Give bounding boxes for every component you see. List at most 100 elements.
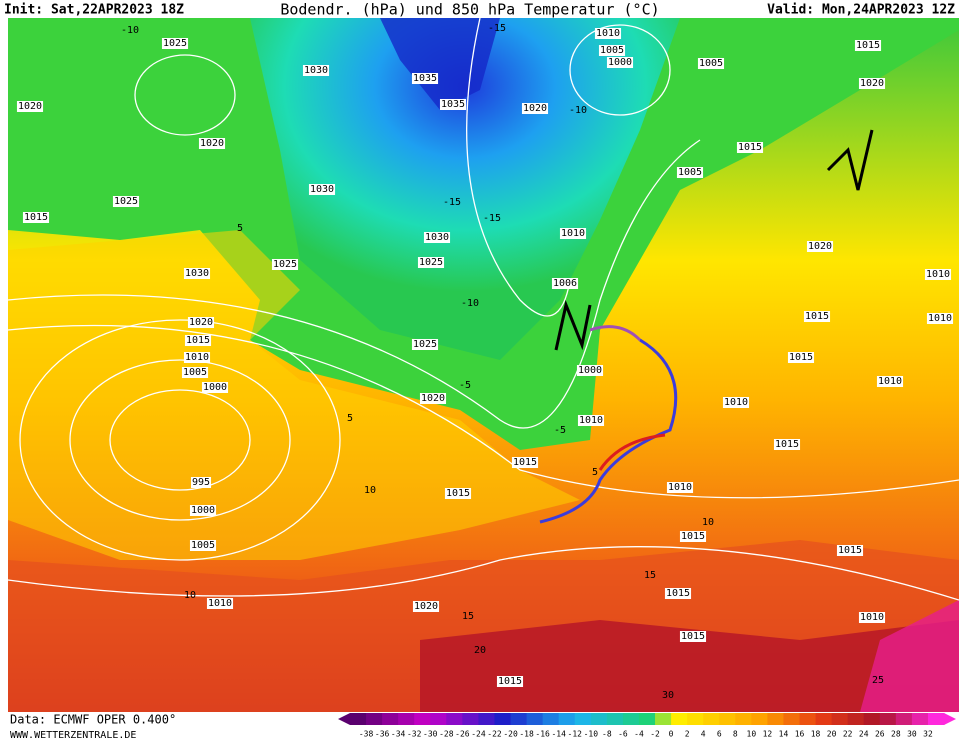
colorbar-swatch xyxy=(879,713,897,725)
colorbar-swatch xyxy=(574,713,592,725)
colorbar-swatch xyxy=(558,713,576,725)
isobar-label-box xyxy=(183,352,211,363)
isobar-label: 1015 xyxy=(838,545,862,556)
colorbar-swatch xyxy=(719,713,736,725)
isobar-label-box xyxy=(577,415,605,426)
isobar-label-box xyxy=(926,313,954,324)
temperature-label: -10 xyxy=(569,105,587,116)
isobar-label-box xyxy=(184,335,212,346)
isobars xyxy=(7,17,959,601)
isobar-label-box xyxy=(308,184,336,195)
isobar-label: 1035 xyxy=(441,99,465,110)
isobar-label-box xyxy=(302,65,330,76)
isobar-label: 1020 xyxy=(200,138,224,149)
isobar-label-box xyxy=(594,28,622,39)
isobar-label: 1020 xyxy=(808,241,832,252)
isobar-label-box xyxy=(679,631,707,642)
colorbar-label: -6 xyxy=(618,730,628,739)
temperature-label: 5 xyxy=(347,413,353,424)
colorbar-label: -24 xyxy=(471,730,486,739)
isobar-label-box xyxy=(189,540,217,551)
isobar-label-box xyxy=(271,259,299,270)
isobar-label: 1010 xyxy=(579,415,603,426)
colorbar-swatch xyxy=(703,713,720,725)
isobar-label-box xyxy=(417,257,445,268)
colorbar-swatch xyxy=(398,713,415,725)
isobar-label-box xyxy=(16,101,44,112)
isobar-label-box xyxy=(201,382,229,393)
colorbar-label: 20 xyxy=(827,730,837,739)
temperature-label: 30 xyxy=(662,690,674,701)
isobar-label: 1010 xyxy=(926,269,950,280)
temperature-label: -5 xyxy=(554,425,566,436)
temperature-label: -10 xyxy=(121,25,139,36)
isobar-label-box xyxy=(190,477,212,488)
isobar-label: 1020 xyxy=(523,103,547,114)
isobar xyxy=(69,359,291,521)
isobar xyxy=(7,546,959,601)
isobar-label-box xyxy=(521,103,549,114)
isobar-label-box xyxy=(198,138,226,149)
colorbar-swatch xyxy=(911,713,929,725)
isobar-label-box xyxy=(598,45,626,56)
low-marker xyxy=(826,129,874,191)
isobar-label-box xyxy=(576,365,604,376)
isobar-label: 1000 xyxy=(608,57,632,68)
colorbar-swatch xyxy=(735,713,752,725)
isobar-label: 1000 xyxy=(578,365,602,376)
data-source: Data: ECMWF OPER 0.400° xyxy=(10,713,176,727)
isobar-label: 1015 xyxy=(681,631,705,642)
colorbar-label: 26 xyxy=(875,730,885,739)
colorbar-swatch xyxy=(863,713,881,725)
isobar-label-box xyxy=(22,212,50,223)
isobar-label-box xyxy=(439,99,467,110)
hot-region xyxy=(420,620,959,712)
temperature-label: -10 xyxy=(461,298,479,309)
colorbar-label: 14 xyxy=(779,730,789,739)
isobar-label-box xyxy=(924,269,952,280)
isobar-label: 1030 xyxy=(310,184,334,195)
isobar-label: 1025 xyxy=(273,259,297,270)
isobar-label-box xyxy=(836,545,864,556)
warm-front xyxy=(598,433,666,471)
colorbar-label: -32 xyxy=(407,730,422,739)
isobar-label: 1015 xyxy=(856,40,880,51)
isobar-label-box xyxy=(722,397,750,408)
temperature-label: -15 xyxy=(443,197,461,208)
colorbar-label: 32 xyxy=(923,730,933,739)
isobar-label: 1005 xyxy=(699,58,723,69)
isobar-label: 1010 xyxy=(860,612,884,623)
colorbar-swatch xyxy=(783,713,801,725)
cold-front xyxy=(539,338,678,524)
colorbar-label: 0 xyxy=(669,730,674,739)
isobar-label: 1020 xyxy=(18,101,42,112)
isobar-label: 1020 xyxy=(421,393,445,404)
colorbar-swatch xyxy=(751,713,768,725)
colorbar-swatch xyxy=(895,713,913,725)
isobar-label: 995 xyxy=(192,477,210,488)
colorbar-swatch xyxy=(494,713,512,725)
isobar-label: 1010 xyxy=(596,28,620,39)
isobar-label-box xyxy=(676,167,704,178)
isobar-label: 1000 xyxy=(191,505,215,516)
isobar-label: 1015 xyxy=(738,142,762,153)
colorbar-label: 22 xyxy=(843,730,853,739)
isobar-label: 1020 xyxy=(189,317,213,328)
isobar-label-box xyxy=(112,196,140,207)
colorbar-swatch xyxy=(382,713,399,725)
isobar-label-box xyxy=(858,78,886,89)
isobar-label-box xyxy=(412,601,440,612)
map-title: Bodendr. (hPa) und 850 hPa Temperatur (°… xyxy=(280,1,659,19)
yellow-region xyxy=(8,230,580,560)
isobar-label-box xyxy=(187,317,215,328)
colorbar-label: 12 xyxy=(763,730,773,739)
isobar-label: 1030 xyxy=(185,268,209,279)
header-bar xyxy=(0,0,959,18)
isobar-label: 1010 xyxy=(668,482,692,493)
colorbar-swatch xyxy=(430,713,447,725)
isobar-label: 1015 xyxy=(498,676,522,687)
isobar-label: 1025 xyxy=(114,196,138,207)
isobar-label: 1010 xyxy=(208,598,232,609)
isobar-label-box xyxy=(189,505,217,516)
isobar-label: 1010 xyxy=(724,397,748,408)
